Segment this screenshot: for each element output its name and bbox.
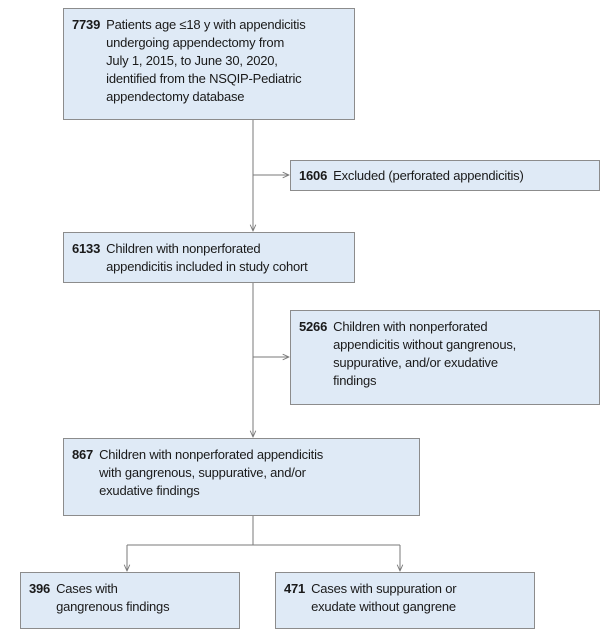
node-count: 396 <box>29 581 51 596</box>
node-count: 1606 <box>299 168 328 183</box>
node-line: exudative findings <box>99 483 200 498</box>
node-line: suppurative, and/or exudative <box>333 355 498 370</box>
node-count: 5266 <box>299 319 328 334</box>
node-line: exudate without gangrene <box>311 599 456 614</box>
node-line: identified from the NSQIP-Pediatric <box>106 71 302 86</box>
node-line: appendicitis included in study cohort <box>106 259 308 274</box>
node-box: 7739 Patients age ≤18 y with appendicitis… <box>63 8 355 120</box>
node-line: appendectomy database <box>106 89 245 104</box>
node-line: Patients age ≤18 y with appendicitis <box>106 17 306 32</box>
node-count: 6133 <box>72 241 101 256</box>
node-text: Excluded (perforated appendicitis) <box>333 167 524 184</box>
node-line: Children with nonperforated appendicitis <box>99 447 324 462</box>
node-line: Children with nonperforated <box>333 319 488 334</box>
node-box: 867 Children with nonperforated appendici… <box>63 438 420 516</box>
node-count: 471 <box>284 581 306 596</box>
node-text: Cases with suppuration or exudate without… <box>311 580 457 621</box>
node-box: 471 Cases with suppuration or exudate with… <box>275 572 535 629</box>
node-line: Cases with <box>56 581 118 596</box>
node-text: Children with nonperforated appendicitis… <box>99 446 323 508</box>
node-line: Excluded (perforated appendicitis) <box>333 168 524 183</box>
node-box: 396 Cases with gangrenous findings <box>20 572 240 629</box>
node-text: Patients age ≤18 y with appendicitis unde… <box>106 16 306 112</box>
node-box: 6133 Children with nonperforated appendici… <box>63 232 355 283</box>
node-text: Children with nonperforated appendicitis … <box>333 318 516 397</box>
node-line: Children with nonperforated <box>106 241 261 256</box>
node-line: appendicitis without gangrenous, <box>333 337 517 352</box>
node-count: 7739 <box>72 17 101 32</box>
node-line: findings <box>333 373 377 388</box>
node-text: Cases with gangrenous findings <box>56 580 169 621</box>
node-box: 1606 Excluded (perforated appendicitis) <box>290 160 600 191</box>
node-line: undergoing appendectomy from <box>106 35 285 50</box>
node-line: July 1, 2015, to June 30, 2020, <box>106 53 278 68</box>
node-count: 867 <box>72 447 94 462</box>
node-text: Children with nonperforated appendicitis … <box>106 240 308 275</box>
node-line: gangrenous findings <box>56 599 170 614</box>
node-line: with gangrenous, suppurative, and/or <box>99 465 306 480</box>
node-box: 5266 Children with nonperforated appendici… <box>290 310 600 405</box>
node-line: Cases with suppuration or <box>311 581 457 596</box>
